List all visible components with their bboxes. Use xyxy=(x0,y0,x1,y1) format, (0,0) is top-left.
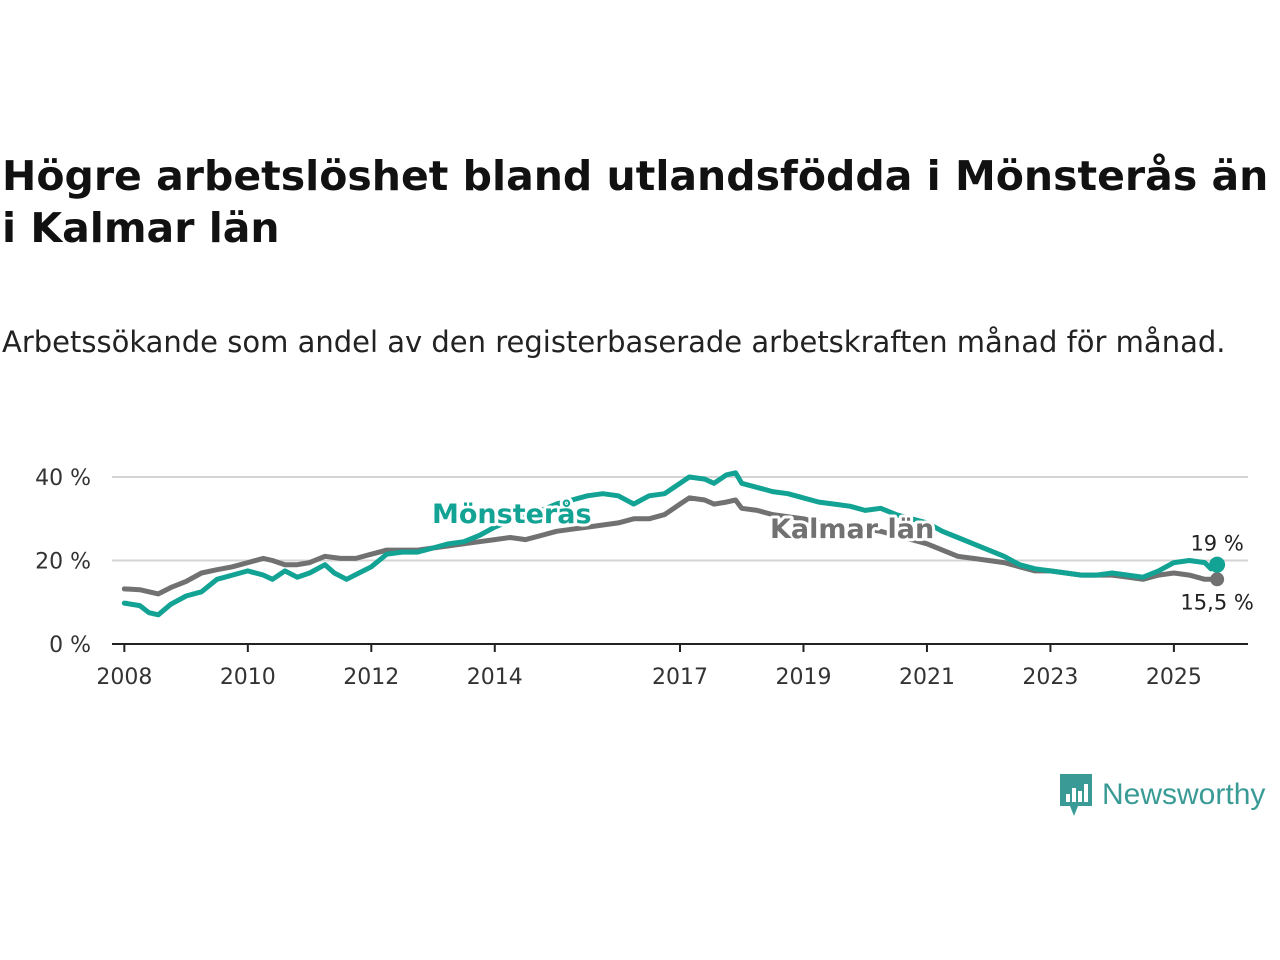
end-label-kalmar-lan: 15,5 % xyxy=(1180,590,1253,614)
end-point-monsteras xyxy=(1209,556,1226,573)
series-lines xyxy=(121,470,1226,618)
x-tick-label: 2025 xyxy=(1146,665,1202,690)
end-point-kalmar-lan xyxy=(1210,572,1225,587)
chart-subtitle: Arbetssökande som andel av den registerb… xyxy=(2,325,1226,359)
y-axis-ticks: 0 % 20 % 40 % xyxy=(35,466,91,658)
x-axis-ticks: 2008 2010 2012 2014 2017 2019 2021 2023 2025 xyxy=(96,644,1202,690)
series-labels: Mönsterås Kalmar län 19 % 15,5 % xyxy=(429,495,1256,617)
brand-name: Newsworthy xyxy=(1102,778,1266,811)
line-chart: 0 % 20 % 40 % 2008 2010 2012 2014 2017 2019 2021… xyxy=(35,466,1256,690)
x-tick-label: 2023 xyxy=(1022,665,1078,690)
y-tick-label: 40 % xyxy=(35,466,91,491)
x-tick-label: 2014 xyxy=(467,665,523,690)
newsworthy-logo: Newsworthy xyxy=(1058,772,1265,818)
series-line-kalmar-lan xyxy=(121,495,1220,597)
x-tick-label: 2017 xyxy=(652,665,708,690)
y-tick-label: 0 % xyxy=(49,633,91,658)
x-tick-label: 2012 xyxy=(343,665,399,690)
newsworthy-logo-icon xyxy=(1060,774,1092,816)
x-tick-label: 2021 xyxy=(899,665,955,690)
y-tick-label: 20 % xyxy=(35,550,91,575)
chart-title: Högre arbetslöshet bland utlandsfödda i … xyxy=(2,152,1269,252)
x-tick-label: 2019 xyxy=(775,665,831,690)
x-tick-label: 2010 xyxy=(220,665,276,690)
series-line-monsteras xyxy=(121,470,1220,618)
end-label-monsteras: 19 % xyxy=(1190,532,1243,556)
series-label-kalmar-lan: Kalmar län xyxy=(770,514,934,545)
series-label-monsteras: Mönsterås xyxy=(432,498,592,530)
x-tick-label: 2008 xyxy=(96,665,152,690)
